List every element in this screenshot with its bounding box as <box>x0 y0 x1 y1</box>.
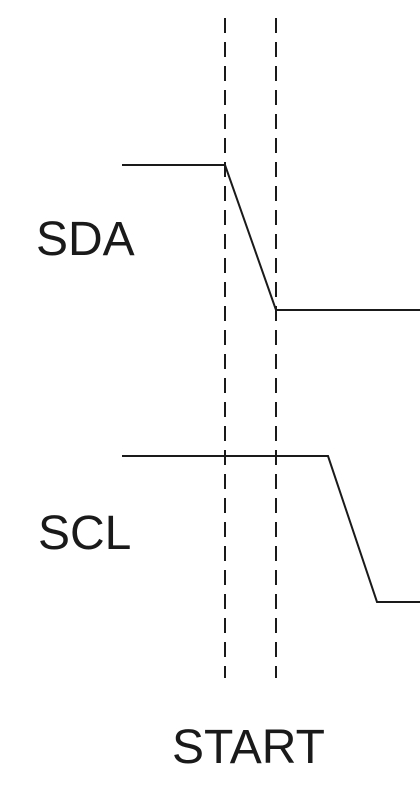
sda-waveform <box>122 164 420 311</box>
scl-signal-label: SCL <box>38 507 132 560</box>
sda-signal-label: SDA <box>36 213 135 266</box>
start-condition-label: START <box>172 721 325 774</box>
scl-waveform <box>122 455 420 603</box>
